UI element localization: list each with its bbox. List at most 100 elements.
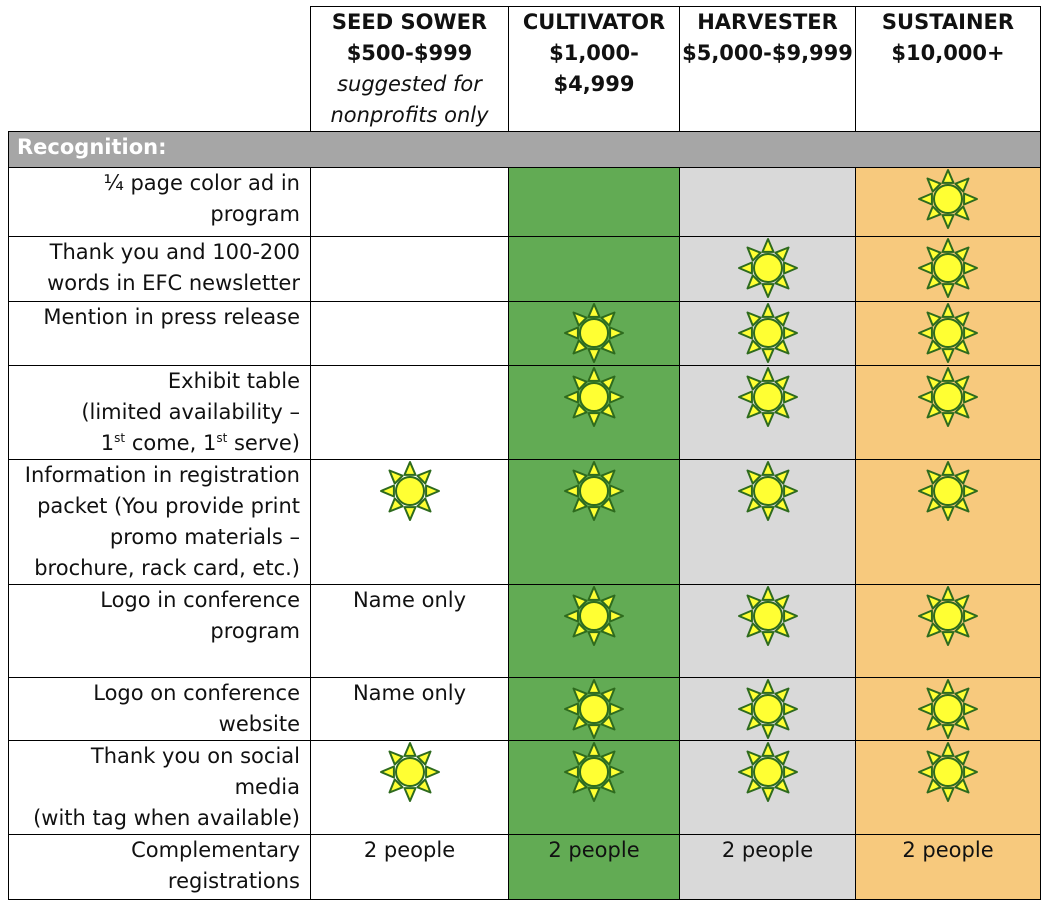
cell-sustainer [855,236,1041,302]
benefit-label-line: Thank you and 100-200 [49,240,300,264]
tier-price: $10,000+ [891,41,1005,65]
sun-icon [737,586,798,646]
cell-seed-sower [310,236,509,302]
cell-harvester [679,236,856,302]
tier-name: HARVESTER [697,10,838,34]
benefit-label-line: program [210,202,300,226]
sun-icon [737,742,798,802]
benefit-label-line: Mention in press release [43,305,300,329]
cell-harvester [679,677,856,741]
cell-cultivator [508,459,680,585]
cell-seed-sower [310,167,509,237]
tier-seed-sower: SEED SOWER $500-$999 suggested for nonpr… [310,6,509,132]
benefit-label-line: registrations [167,869,300,893]
cell-sustainer: 2 people [855,834,1041,900]
cell-harvester [679,365,856,460]
cell-seed-sower [310,365,509,460]
sun-icon [737,679,798,739]
sun-icon [918,461,978,521]
cell-cultivator [508,677,680,741]
tier-name: SUSTAINER [881,10,1015,34]
cell-sustainer [855,365,1041,460]
cell-sustainer [855,301,1041,366]
benefit-row: Complementary registrations 2 people 2 peop… [8,834,1041,900]
section-title: Recognition: [8,131,1041,168]
benefit-label-line: ¼ page color ad in [103,171,300,195]
cell-harvester: 2 people [679,834,856,900]
tier-name: CULTIVATOR [522,10,666,34]
benefit-label: Exhibit table (limited availability – 1st … [8,365,311,460]
benefit-row: Thank you on social media (with tag when … [8,740,1041,835]
benefit-label-line: Logo on conference [93,681,300,705]
benefit-label: Mention in press release [8,301,311,366]
tier-harvester: HARVESTER $5,000-$9,999 [679,6,856,132]
cell-cultivator [508,584,680,678]
cell-text: Name only [352,588,467,612]
benefit-label: Logo on conference website [8,677,311,741]
cell-text: 2 people [721,838,814,862]
tier-name: SEED SOWER [331,10,488,34]
cell-cultivator [508,236,680,302]
benefit-label: Thank you on social media (with tag when … [8,740,311,835]
cell-sustainer [855,740,1041,835]
cell-cultivator [508,301,680,366]
benefit-row: ¼ page color ad in program [8,167,1041,237]
sun-icon [737,238,798,298]
benefit-row: Logo in conference program Name only [8,584,1041,678]
benefit-label-line: Information in registration [24,463,300,487]
sun-icon [564,303,624,363]
benefit-label-line: program [210,619,300,643]
cell-harvester [679,301,856,366]
benefit-label-line: Complementary [131,838,300,862]
cell-text: Name only [352,681,467,705]
tier-header-row: SEED SOWER $500-$999 suggested for nonpr… [8,6,1041,132]
sun-icon [918,367,978,427]
sun-icon [379,742,440,802]
sun-icon [737,461,798,521]
cell-seed-sower [310,301,509,366]
sun-icon [564,679,624,739]
cell-seed-sower [310,740,509,835]
cell-text: 2 people [548,838,640,862]
cell-cultivator [508,740,680,835]
tier-price: $4,999 [553,72,635,96]
section-row: Recognition: [8,131,1041,168]
cell-harvester [679,740,856,835]
benefit-row: Exhibit table (limited availability – 1st … [8,365,1041,460]
sun-icon [564,586,624,646]
sun-icon [564,742,624,802]
sun-icon [564,461,624,521]
sun-icon [737,303,798,363]
cell-harvester [679,584,856,678]
cell-seed-sower: Name only [310,584,509,678]
cell-text: 2 people [902,838,994,862]
sun-icon [918,742,978,802]
benefit-label: ¼ page color ad in program [8,167,311,237]
benefit-label-line: packet (You provide print [37,494,300,518]
benefit-row: Mention in press release [8,301,1041,366]
tier-price: $500-$999 [346,41,473,65]
benefit-label-line: Thank you on social media [90,744,300,799]
sun-icon [918,679,978,739]
sun-icon [918,303,978,363]
cell-sustainer [855,167,1041,237]
benefit-row: Thank you and 100-200 words in EFC newsle… [8,236,1041,302]
cell-sustainer [855,677,1041,741]
benefit-label-line: (with tag when available) [33,806,300,830]
benefit-label-line: Logo in conference [100,588,300,612]
tier-sustainer: SUSTAINER $10,000+ [855,6,1041,132]
sun-icon [918,238,978,298]
benefit-label: Thank you and 100-200 words in EFC newsle… [8,236,311,302]
tier-note: suggested for nonprofits only [330,72,489,127]
tier-price: $5,000-$9,999 [682,41,853,65]
cell-seed-sower: Name only [310,677,509,741]
cell-cultivator [508,167,680,237]
sun-icon [918,169,978,229]
sun-icon [918,586,978,646]
cell-cultivator: 2 people [508,834,680,900]
benefit-row: Logo on conference website Name only [8,677,1041,741]
benefit-row: Information in registration packet (You p… [8,459,1041,585]
sun-icon [564,367,624,427]
benefit-label-line: website [218,712,300,736]
cell-seed-sower [310,459,509,585]
